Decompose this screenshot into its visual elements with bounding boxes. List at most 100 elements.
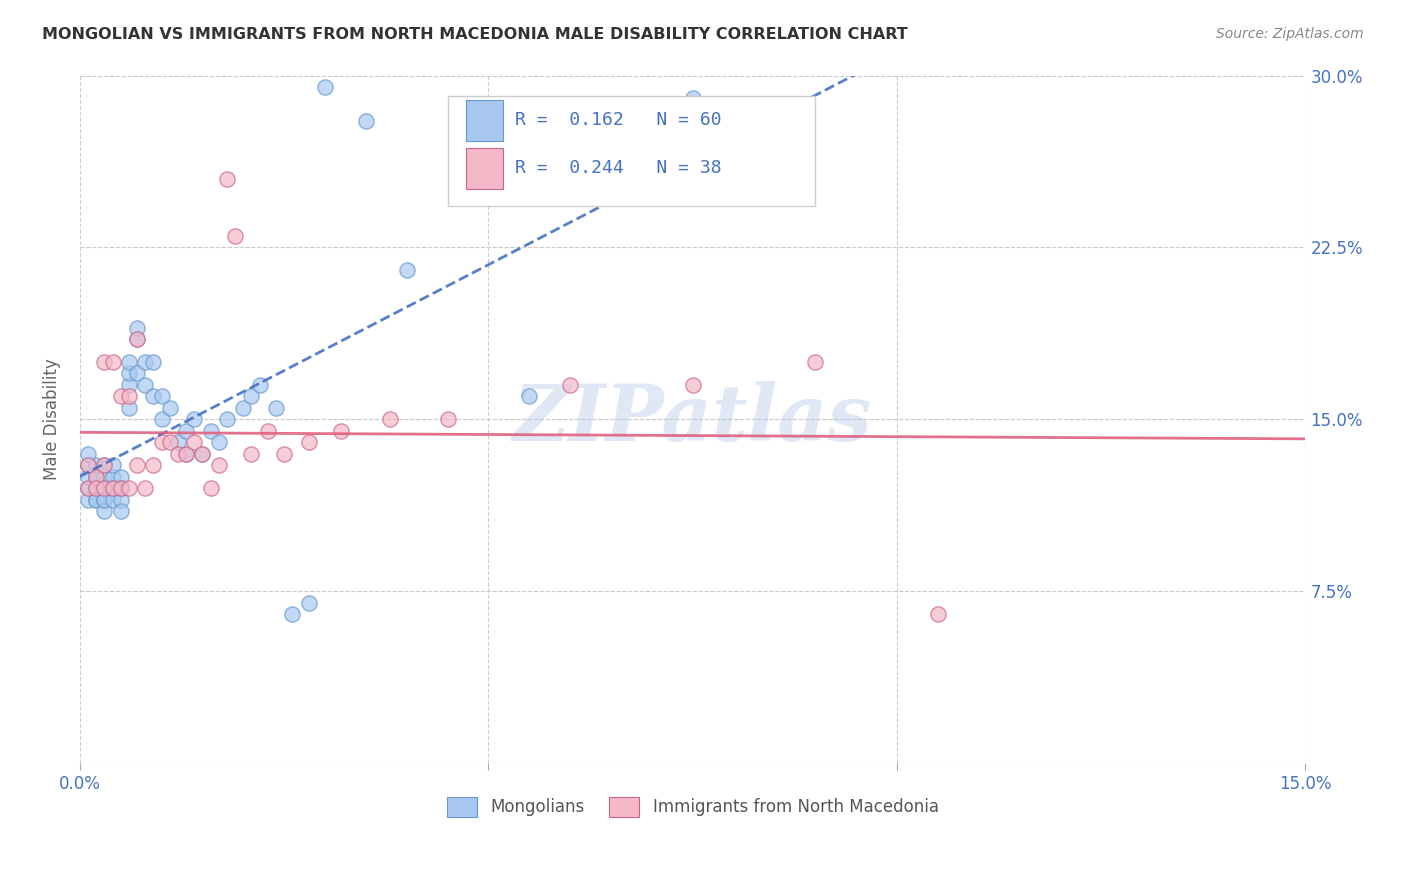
Point	[118, 355, 141, 369]
Point	[110, 481, 132, 495]
Point	[77, 458, 100, 472]
Point	[208, 435, 231, 450]
Point	[159, 401, 181, 415]
Point	[118, 389, 141, 403]
Point	[273, 447, 295, 461]
Point	[125, 367, 148, 381]
Point	[93, 458, 115, 472]
Point	[314, 80, 336, 95]
Point	[77, 447, 100, 461]
Point	[134, 481, 156, 495]
Point	[93, 481, 115, 495]
FancyBboxPatch shape	[447, 96, 815, 206]
Bar	[465, 148, 503, 189]
Point	[298, 435, 321, 450]
Point	[191, 447, 214, 461]
Point	[101, 481, 124, 495]
Point	[330, 424, 353, 438]
Point	[167, 447, 190, 461]
Point	[77, 481, 100, 495]
Point	[142, 389, 165, 403]
Point	[93, 481, 115, 495]
Point	[118, 378, 141, 392]
Point	[125, 332, 148, 346]
Point	[183, 412, 205, 426]
Point	[264, 401, 287, 415]
Text: Source: ZipAtlas.com: Source: ZipAtlas.com	[1216, 27, 1364, 41]
Point	[215, 171, 238, 186]
Point	[84, 469, 107, 483]
Point	[208, 458, 231, 472]
Point	[77, 492, 100, 507]
Point	[110, 504, 132, 518]
Point	[84, 469, 107, 483]
Point	[125, 332, 148, 346]
Point	[84, 481, 107, 495]
Point	[110, 389, 132, 403]
Point	[77, 469, 100, 483]
Legend: Mongolians, Immigrants from North Macedonia: Mongolians, Immigrants from North Macedo…	[440, 790, 945, 823]
Point	[191, 447, 214, 461]
Point	[101, 481, 124, 495]
Point	[110, 492, 132, 507]
Point	[125, 320, 148, 334]
Text: MONGOLIAN VS IMMIGRANTS FROM NORTH MACEDONIA MALE DISABILITY CORRELATION CHART: MONGOLIAN VS IMMIGRANTS FROM NORTH MACED…	[42, 27, 908, 42]
Point	[200, 424, 222, 438]
Point	[84, 492, 107, 507]
Point	[84, 481, 107, 495]
Point	[150, 389, 173, 403]
Point	[159, 435, 181, 450]
Point	[517, 389, 540, 403]
Point	[93, 492, 115, 507]
Point	[380, 412, 402, 426]
Point	[281, 607, 304, 622]
Point	[93, 458, 115, 472]
Point	[174, 447, 197, 461]
Bar	[465, 100, 503, 141]
Point	[110, 481, 132, 495]
Point	[134, 378, 156, 392]
Point	[101, 492, 124, 507]
Point	[84, 492, 107, 507]
Point	[93, 492, 115, 507]
Point	[174, 424, 197, 438]
Point	[249, 378, 271, 392]
Text: R =  0.244   N = 38: R = 0.244 N = 38	[515, 160, 721, 178]
Point	[927, 607, 949, 622]
Point	[101, 458, 124, 472]
Y-axis label: Male Disability: Male Disability	[44, 359, 60, 480]
Point	[142, 458, 165, 472]
Point	[150, 412, 173, 426]
Point	[200, 481, 222, 495]
Point	[240, 389, 263, 403]
Point	[118, 481, 141, 495]
Point	[167, 435, 190, 450]
Point	[395, 263, 418, 277]
Point	[256, 424, 278, 438]
Point	[183, 435, 205, 450]
Point	[118, 367, 141, 381]
Point	[682, 378, 704, 392]
Point	[118, 401, 141, 415]
Point	[84, 481, 107, 495]
Point	[150, 435, 173, 450]
Point	[142, 355, 165, 369]
Point	[84, 458, 107, 472]
Point	[125, 458, 148, 472]
Point	[215, 412, 238, 426]
Point	[174, 447, 197, 461]
Point	[93, 469, 115, 483]
Point	[101, 469, 124, 483]
Point	[134, 355, 156, 369]
Point	[93, 355, 115, 369]
Point	[558, 378, 581, 392]
Point	[101, 355, 124, 369]
Text: ZIPatlas: ZIPatlas	[513, 381, 872, 458]
Point	[240, 447, 263, 461]
Text: R =  0.162   N = 60: R = 0.162 N = 60	[515, 112, 721, 129]
Point	[224, 229, 246, 244]
Point	[354, 114, 377, 128]
Point	[110, 469, 132, 483]
Point	[232, 401, 254, 415]
Point	[804, 355, 827, 369]
